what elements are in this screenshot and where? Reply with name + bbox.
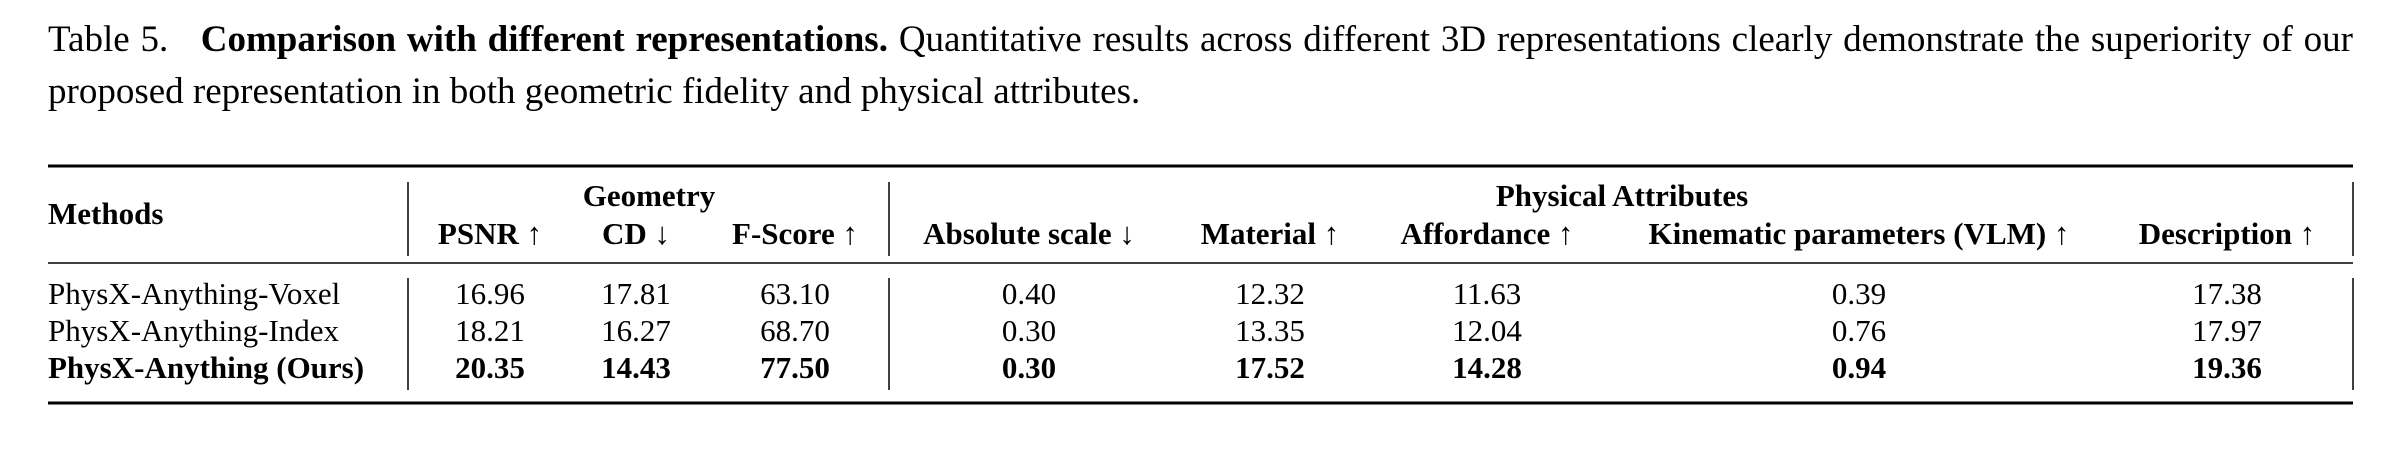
value-cell: 13.35 [1235,313,1305,348]
method-cell: PhysX-Anything-Voxel [48,276,340,311]
value-cell: 68.70 [760,313,830,348]
value-cell: 12.32 [1235,276,1305,311]
value-cell: 16.96 [455,276,525,311]
column-header: Affordance ↑ [1400,216,1573,251]
value-cell: 17.38 [2192,276,2262,311]
method-cell: PhysX-Anything-Index [48,313,340,348]
column-header: F-Score ↑ [732,216,858,251]
value-cell: 14.28 [1452,350,1522,385]
group-header: Geometry [583,178,716,213]
column-header: Material ↑ [1201,216,1340,251]
value-cell: 19.36 [2192,350,2262,385]
value-cell: 0.30 [1002,350,1056,385]
value-cell: 20.35 [455,350,525,385]
column-header: PSNR ↑ [438,216,542,251]
group-header: Physical Attributes [1496,178,1748,213]
value-cell: 0.39 [1832,276,1886,311]
column-header: Description ↑ [2139,216,2316,251]
value-cell: 14.43 [601,350,671,385]
value-cell: 63.10 [760,276,830,311]
value-cell: 17.97 [2192,313,2262,348]
column-header: Absolute scale ↓ [923,216,1135,251]
value-cell: 0.76 [1832,313,1886,348]
column-header: CD ↓ [602,216,670,251]
value-cell: 18.21 [455,313,525,348]
caption-text: Quantitative results across different 3D… [48,19,2354,112]
caption: Table 5. Comparison with different repre… [48,14,2353,118]
caption-title: Comparison with different representation… [200,19,888,60]
value-cell: 0.40 [1002,276,1056,311]
value-cell: 12.04 [1452,313,1522,348]
value-cell: 16.27 [601,313,671,348]
column-header: Kinematic parameters (VLM) ↑ [1649,216,2070,251]
value-cell: 17.81 [601,276,671,311]
value-cell: 17.52 [1235,350,1305,385]
methods-header: Methods [48,196,163,231]
value-cell: 0.30 [1002,313,1056,348]
value-cell: 0.94 [1832,350,1886,385]
value-cell: 77.50 [760,350,830,385]
method-cell: PhysX-Anything (Ours) [48,350,364,385]
value-cell: 11.63 [1453,276,1522,311]
caption-label: Table 5. [48,19,169,60]
